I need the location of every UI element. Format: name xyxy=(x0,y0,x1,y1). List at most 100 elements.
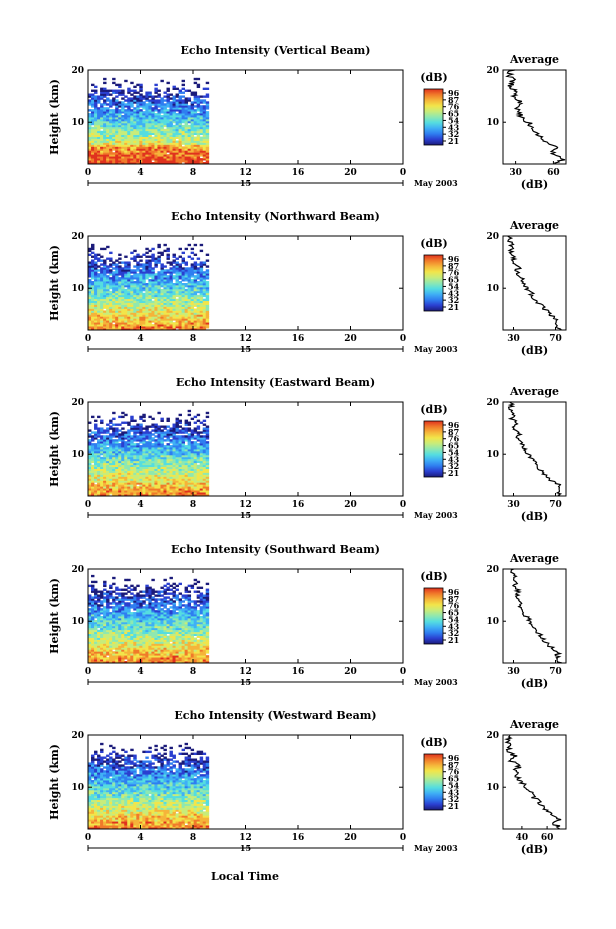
heatmap-cell xyxy=(169,458,173,462)
heatmap-cell xyxy=(178,152,182,155)
heatmap-cell xyxy=(142,269,146,272)
heatmap-cell xyxy=(169,322,173,325)
heatmap-cell xyxy=(109,89,113,92)
heatmap-cell xyxy=(121,324,125,327)
heatmap-cell xyxy=(187,243,192,247)
heatmap-cell xyxy=(202,458,207,462)
heatmap-cell xyxy=(184,639,189,642)
heatmap-cell xyxy=(121,288,125,292)
heatmap-cell xyxy=(124,120,128,124)
heatmap-cell xyxy=(118,91,122,94)
heatmap-cell xyxy=(103,128,107,132)
heatmap-cell xyxy=(118,142,122,145)
heatmap-cell xyxy=(109,140,113,143)
heatmap-cell xyxy=(142,454,146,458)
heatmap-cell xyxy=(112,308,116,311)
heatmap-cell xyxy=(112,294,116,298)
heatmap-cell xyxy=(199,322,204,325)
heatmap-cell xyxy=(175,452,179,456)
heatmap-cell xyxy=(187,290,192,294)
heatmap-cell xyxy=(169,661,173,664)
heatmap-cell xyxy=(97,126,101,130)
heatmap-cell xyxy=(91,452,95,456)
heatmap-cell xyxy=(109,441,113,444)
heatmap-cell xyxy=(166,275,170,278)
heatmap-cell xyxy=(88,476,92,479)
heatmap-cell xyxy=(115,633,119,636)
heatmap-cell xyxy=(202,95,207,98)
heatmap-cell xyxy=(202,431,207,434)
heatmap-cell xyxy=(100,452,104,456)
heatmap-cell xyxy=(112,134,116,137)
heatmap-cell xyxy=(100,146,104,149)
heatmap-cell xyxy=(106,103,110,106)
heatmap-cell xyxy=(103,468,107,471)
heatmap-cell xyxy=(118,283,122,286)
heatmap-cell xyxy=(103,99,107,102)
heatmap-cell xyxy=(97,324,101,327)
heatmap-cell xyxy=(100,466,104,469)
heatmap-cell xyxy=(148,316,152,319)
heatmap-cell xyxy=(175,150,179,153)
heatmap-cell xyxy=(145,292,149,296)
heatmap-cell xyxy=(169,653,173,656)
heatmap-cell xyxy=(157,480,161,483)
heatmap-cell xyxy=(202,423,207,426)
heatmap-cell xyxy=(193,452,198,456)
heatmap-cell xyxy=(115,156,119,159)
heatmap-cell xyxy=(103,445,107,448)
heatmap-cell xyxy=(172,655,176,658)
heatmap-cell xyxy=(88,126,92,130)
heatmap-cell xyxy=(184,466,189,469)
heatmap-cell xyxy=(184,460,189,464)
heatmap-cell xyxy=(112,645,116,648)
heatmap-cell xyxy=(127,447,131,450)
heatmap-cell xyxy=(163,645,167,648)
heatmap-cell xyxy=(100,318,104,321)
heatmap-cell xyxy=(202,115,207,118)
heatmap-cell xyxy=(187,128,192,132)
heatmap-cell xyxy=(127,267,131,270)
heatmap-cell xyxy=(109,320,113,323)
heatmap-cell xyxy=(124,643,128,646)
heatmap-cell xyxy=(172,117,176,120)
heatmap-cell xyxy=(190,128,195,132)
heatmap-cell xyxy=(94,298,98,302)
heatmap-cell xyxy=(145,103,149,106)
heatmap-cell xyxy=(157,95,161,98)
heatmap-cell xyxy=(187,649,192,652)
heatmap-cell xyxy=(88,138,92,141)
heatmap-cell xyxy=(151,639,155,642)
heatmap-cell xyxy=(115,115,119,118)
heatmap-cell xyxy=(154,657,158,660)
heatmap-cell xyxy=(151,271,155,274)
heatmap-cell xyxy=(151,454,155,458)
heatmap-cell xyxy=(184,162,189,165)
heatmap-cell xyxy=(118,134,122,137)
heatmap-cell xyxy=(148,492,152,495)
heatmap-cell xyxy=(151,641,155,644)
heatmap-cell xyxy=(181,251,185,255)
heatmap-cell xyxy=(190,294,195,298)
heatmap-cell xyxy=(148,308,152,311)
heatmap-cell xyxy=(103,476,107,479)
heatmap-cell xyxy=(202,452,207,456)
heatmap-cell xyxy=(175,308,179,311)
heatmap-cell xyxy=(196,478,201,481)
heatmap-cell xyxy=(115,310,119,313)
heatmap-cell xyxy=(127,261,131,264)
heatmap-cell xyxy=(106,120,110,124)
heatmap-cell xyxy=(124,302,128,305)
heatmap-cell xyxy=(205,411,210,415)
heatmap-cell xyxy=(112,639,116,642)
heatmap-cell xyxy=(115,431,119,434)
heatmap-cell xyxy=(145,136,149,139)
heatmap-cell xyxy=(151,443,155,446)
heatmap-cell xyxy=(139,437,143,440)
heatmap-cell xyxy=(91,431,95,434)
heatmap-cell xyxy=(88,659,92,662)
heatmap-cell xyxy=(157,456,161,460)
heatmap-cell xyxy=(139,120,143,124)
heatmap-cell xyxy=(205,659,210,662)
heatmap-cell xyxy=(151,312,155,315)
